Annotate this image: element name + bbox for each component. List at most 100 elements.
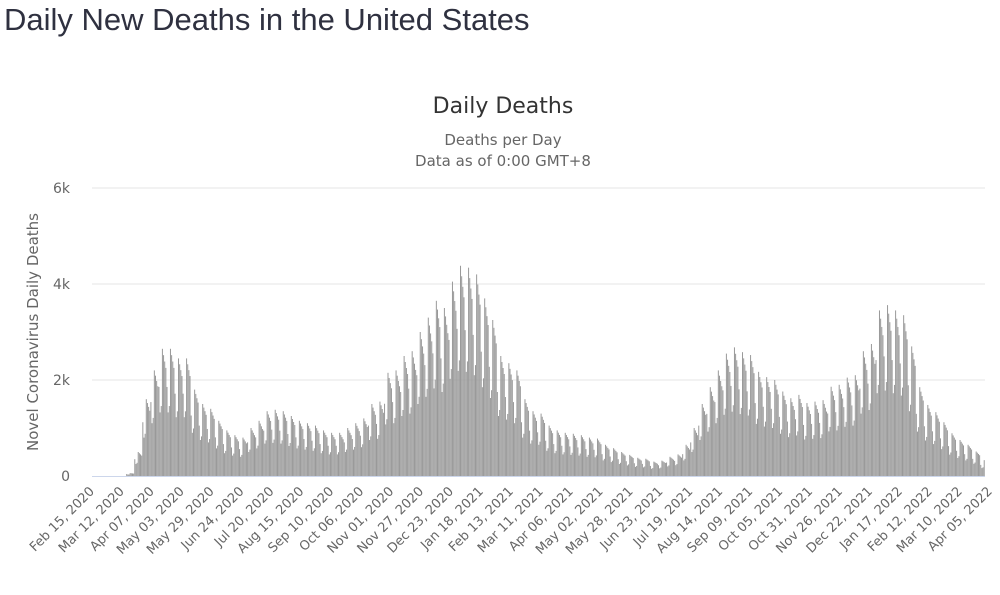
bar: [164, 361, 166, 476]
bar: [144, 433, 146, 476]
bar: [936, 415, 938, 476]
bar: [326, 437, 328, 476]
bar: [207, 442, 209, 476]
bar: [682, 454, 684, 476]
bar: [963, 445, 964, 476]
bar: [559, 434, 560, 476]
bar: [812, 438, 814, 476]
bar: [805, 435, 807, 476]
bar: [163, 355, 165, 476]
bar: [941, 449, 943, 476]
chart-subtitle-1: Deaths per Day: [444, 131, 561, 149]
bar: [921, 396, 923, 476]
bar: [141, 455, 143, 476]
bar: [979, 455, 981, 476]
bar: [721, 386, 723, 476]
bar: [473, 375, 475, 476]
bar: [714, 402, 716, 476]
bar: [202, 404, 204, 476]
bar: [302, 429, 304, 476]
bar: [637, 457, 639, 476]
bar: [865, 363, 867, 476]
bar: [165, 367, 167, 476]
bar: [446, 324, 448, 476]
bar: [617, 459, 619, 476]
bar: [212, 415, 214, 476]
bar: [740, 407, 742, 476]
bar: [869, 403, 871, 476]
bar: [723, 414, 725, 476]
bar: [801, 407, 803, 476]
bar: [356, 425, 358, 476]
bar: [175, 417, 177, 476]
bar: [868, 410, 870, 476]
bar: [860, 413, 862, 476]
bar: [310, 431, 312, 476]
bar: [717, 370, 719, 476]
bar: [560, 437, 562, 476]
bar: [796, 435, 798, 476]
bar: [655, 463, 657, 476]
bar: [939, 438, 941, 476]
bar: [792, 406, 794, 476]
bar: [211, 412, 213, 476]
bar: [478, 294, 480, 476]
bar: [857, 385, 859, 476]
bar: [296, 448, 298, 476]
bar: [691, 452, 693, 476]
bar: [914, 365, 916, 476]
bar: [282, 411, 284, 476]
bar: [419, 332, 421, 476]
bar: [890, 330, 892, 476]
bar: [263, 430, 265, 476]
bar: [550, 430, 552, 476]
bar: [479, 304, 481, 476]
bar: [957, 458, 959, 476]
bar: [372, 407, 374, 476]
bar: [768, 387, 770, 476]
bar: [198, 425, 200, 476]
bar: [690, 442, 692, 476]
bar: [590, 439, 592, 476]
bar: [500, 356, 502, 476]
bar: [790, 398, 792, 476]
bar: [959, 440, 961, 476]
bar: [290, 416, 292, 476]
bar: [918, 427, 920, 476]
bar: [728, 365, 730, 476]
bar: [412, 357, 414, 476]
bar: [410, 407, 412, 476]
bar: [532, 411, 534, 476]
bar: [535, 420, 537, 476]
bar: [407, 374, 409, 476]
bar: [777, 394, 779, 476]
bar: [449, 378, 451, 476]
bar: [508, 363, 510, 476]
bar: [294, 425, 296, 476]
bar: [905, 331, 907, 476]
bar: [607, 447, 609, 476]
bar: [242, 437, 244, 476]
bar: [883, 356, 885, 476]
bar: [270, 420, 272, 476]
bar: [480, 351, 482, 476]
bar: [670, 457, 672, 476]
bar: [661, 460, 663, 476]
bar: [515, 417, 517, 476]
bar: [538, 444, 540, 476]
bar: [192, 428, 194, 476]
bar: [126, 473, 128, 476]
bar: [420, 339, 422, 476]
bar: [411, 351, 413, 476]
bar: [702, 407, 704, 476]
bar: [694, 430, 696, 476]
bar: [205, 414, 207, 476]
bar: [826, 411, 828, 476]
bar: [820, 438, 822, 476]
bar: [160, 406, 162, 476]
bar: [477, 284, 479, 476]
bar: [487, 325, 489, 476]
bar: [671, 458, 673, 476]
bar: [453, 291, 455, 476]
bar: [370, 436, 372, 476]
